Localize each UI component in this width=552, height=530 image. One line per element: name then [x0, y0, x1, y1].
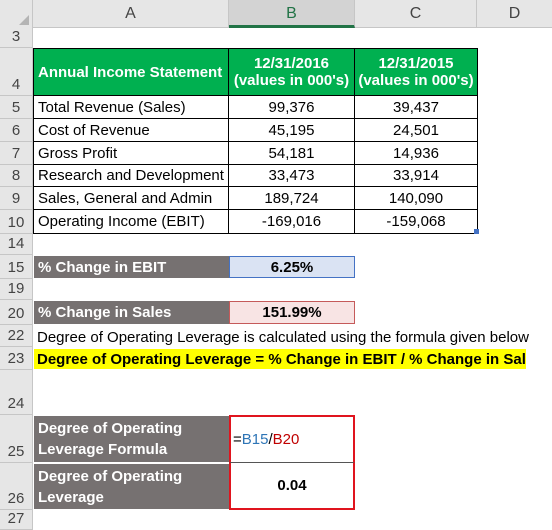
row-header[interactable]: 22	[0, 325, 33, 347]
table-header-2015[interactable]: 12/31/2015 (values in 000's)	[355, 49, 478, 96]
row-header[interactable]: 5	[0, 96, 33, 119]
dol-formula-label-line1: Degree of Operating	[38, 420, 183, 437]
formula-equals: =	[233, 431, 242, 448]
table-cell-2016[interactable]: 189,724	[229, 187, 355, 210]
table-cell-2015[interactable]: 14,936	[355, 142, 478, 165]
dol-result-label[interactable]: Degree of Operating Leverage	[34, 464, 229, 509]
table-left-border	[33, 48, 34, 234]
table-cell-2015[interactable]: 33,914	[355, 165, 478, 187]
row-header[interactable]: 26	[0, 463, 33, 510]
select-all-triangle-icon	[19, 15, 29, 25]
select-all-corner[interactable]	[0, 0, 33, 28]
table-cell-2016[interactable]: -169,016	[229, 210, 355, 234]
row-header[interactable]: 19	[0, 279, 33, 300]
table-row-label[interactable]: Operating Income (EBIT)	[34, 210, 229, 234]
row-header[interactable]: 20	[0, 300, 33, 325]
table-cell-2016[interactable]: 99,376	[229, 96, 355, 119]
dol-result-label-line2: Leverage	[38, 488, 104, 506]
table-cell-2015[interactable]: 39,437	[355, 96, 478, 119]
row-header[interactable]: 7	[0, 142, 33, 165]
formula-ref-b20: B20	[272, 431, 300, 448]
table-header-2016[interactable]: 12/31/2016 (values in 000's)	[229, 49, 355, 96]
column-header-b[interactable]: B	[229, 0, 355, 28]
ebit-change-label[interactable]: % Change in EBIT	[34, 256, 229, 278]
table-row-label[interactable]: Research and Development	[34, 165, 229, 187]
row-header[interactable]: 15	[0, 255, 33, 279]
row-header[interactable]: 6	[0, 119, 33, 142]
row-header[interactable]: 4	[0, 48, 33, 96]
row-header[interactable]: 27	[0, 510, 33, 530]
dol-formula-label[interactable]: Degree of Operating Leverage Formula	[34, 416, 229, 462]
table-cell-2016[interactable]: 33,473	[229, 165, 355, 187]
dol-formula-label-line2: Leverage Formula	[38, 441, 168, 458]
row-header[interactable]: 23	[0, 347, 33, 370]
ebit-change-value[interactable]: 6.25%	[229, 256, 355, 278]
column-header-a[interactable]: A	[33, 0, 229, 28]
table-row-label[interactable]: Gross Profit	[34, 142, 229, 165]
table-cell-2015[interactable]: 24,501	[355, 119, 478, 142]
row-header[interactable]: 10	[0, 210, 33, 234]
formula-divide: /	[268, 431, 273, 448]
header-date-2016: 12/31/2016	[253, 55, 330, 72]
table-cell-2015[interactable]: 140,090	[355, 187, 478, 210]
note-text[interactable]: Degree of Operating Leverage is calculat…	[37, 328, 529, 346]
row-header[interactable]: 9	[0, 187, 33, 210]
row-header[interactable]: 14	[0, 234, 33, 255]
table-row-label[interactable]: Sales, General and Admin	[34, 187, 229, 210]
table-row-label[interactable]: Cost of Revenue	[34, 119, 229, 142]
column-header-d[interactable]: D	[508, 5, 521, 22]
formula-description[interactable]: Degree of Operating Leverage = % Change …	[34, 349, 526, 369]
table-cell-2016[interactable]: 54,181	[229, 142, 355, 165]
table-header-label[interactable]: Annual Income Statement	[34, 49, 229, 96]
header-date-2015: 12/31/2015	[378, 55, 454, 72]
dol-formula-cell[interactable]: = B15 / B20	[229, 415, 355, 463]
formula-ref-b15: B15	[241, 431, 269, 448]
row-header[interactable]: 3	[0, 28, 33, 48]
table-cell-2015[interactable]: -159,068	[355, 210, 478, 234]
column-header-c[interactable]: C	[355, 0, 477, 28]
table-row-label[interactable]: Total Revenue (Sales)	[34, 96, 229, 119]
dol-result-label-line1: Degree of Operating	[38, 467, 183, 485]
sales-change-label[interactable]: % Change in Sales	[34, 301, 229, 324]
dol-result-value[interactable]: 0.04	[229, 463, 355, 510]
row-header[interactable]: 25	[0, 415, 33, 463]
table-cell-2016[interactable]: 45,195	[229, 119, 355, 142]
table-top-border	[33, 48, 478, 49]
sales-change-value[interactable]: 151.99%	[229, 301, 355, 324]
row-header[interactable]: 24	[0, 370, 33, 415]
row-header[interactable]: 8	[0, 165, 33, 187]
header-sub-2016: (values in 000's)	[233, 72, 350, 89]
header-sub-2015: (values in 000's)	[358, 72, 474, 89]
fill-handle[interactable]	[474, 229, 479, 234]
